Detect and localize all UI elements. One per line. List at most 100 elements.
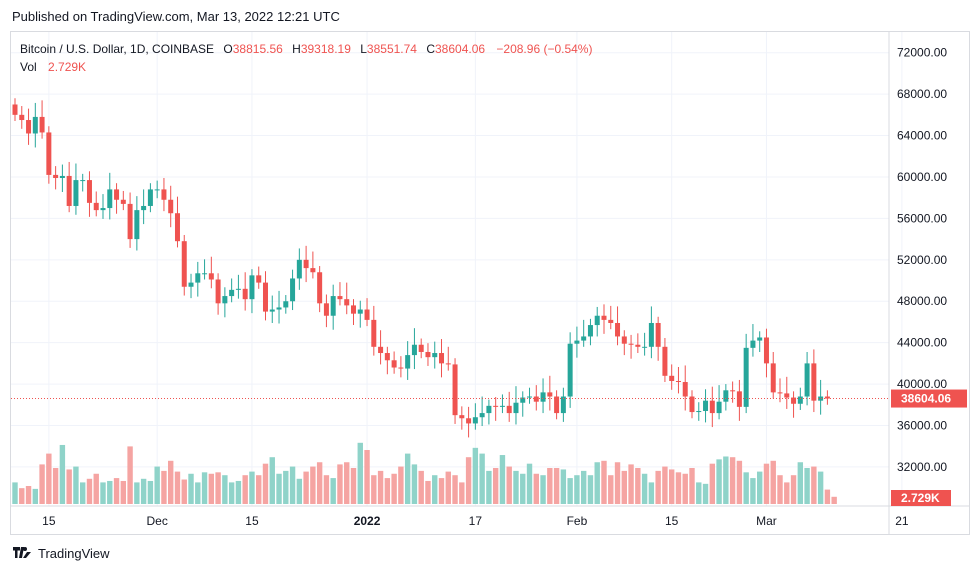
volume-bar [107,480,113,504]
last-price-label: 38604.06 [901,392,951,406]
candle-body [127,203,133,240]
volume-bar [242,475,248,504]
candle-body [520,397,526,403]
volume-value: 2.729K [48,60,87,74]
volume-row: Vol 2.729K [20,58,592,76]
volume-bar [729,457,736,504]
candle-body [791,397,797,404]
candle-body [716,401,722,414]
volume-bar [587,475,594,504]
candle-body [608,319,614,323]
volume-bar [52,468,59,504]
candle-body [229,289,235,297]
volume-bar [357,442,363,504]
candle-body [459,415,465,419]
x-tick-label: 21 [895,514,909,528]
volume-bar [283,470,289,504]
close-value: 38604.06 [435,42,486,56]
candle-body [540,392,546,402]
volume-bar [614,462,621,504]
volume-bar [391,473,397,504]
volume-bar [398,466,404,504]
volume-bar [269,457,275,504]
volume-bar [303,471,309,504]
change-value: −208.96 (−0.54%) [496,42,593,56]
candle-body [188,282,194,287]
volume-bar [296,478,303,504]
candle-body [763,337,769,364]
low-value: 38551.74 [366,42,417,56]
candle-body [405,355,411,369]
volume-bar [154,466,160,504]
last-volume-label: 2.729K [901,491,940,505]
volume-bar [425,480,431,504]
volume-bar [689,468,695,504]
x-tick-label: 15 [245,514,259,528]
candle-body [32,116,38,134]
candle-body [120,199,126,204]
volume-bar [371,475,377,504]
candle-body [80,180,86,182]
candle-body [66,175,72,206]
candle-body [290,278,296,302]
candle-body [560,396,566,414]
candle-body [317,272,323,304]
candle-body [757,337,763,341]
published-caption: Published on TradingView.com, Mar 13, 20… [12,9,340,24]
candlestick-chart[interactable]: 72000.00 68000.00 64000.00 60000.00 56000.00… [11,32,969,534]
volume-bar [168,460,174,504]
volume-bar [520,473,526,504]
candle-body [351,305,356,314]
candle-body [59,175,65,179]
candle-body [601,315,607,320]
candle-body [662,346,668,376]
candle-body [648,322,654,347]
volume-bar [310,466,316,504]
volume-bar [289,466,296,504]
candle-body [26,120,32,134]
volume-bar [438,478,445,504]
candle-body [574,340,580,344]
volume-bar [19,488,25,504]
candle-body [432,353,438,358]
volume-bar [533,473,539,504]
candle-body [398,367,404,369]
last-volume-tag [891,490,951,506]
volume-bar [486,470,492,504]
volume-bar [736,460,743,504]
volume-bar [567,478,573,504]
y-tick-label: 68000.00 [897,87,947,101]
candle-body [703,400,709,412]
volume-bar [824,489,831,504]
volume-bar [513,470,519,504]
candle-body [256,275,262,283]
high-value: 39318.19 [300,42,351,56]
symbol-label[interactable]: Bitcoin / U.S. Dollar, 1D, COINBASE [20,42,215,56]
volume-bar [594,462,600,504]
candle-body [533,396,539,402]
candle-body [303,259,309,269]
volume-bar [709,463,716,504]
tradingview-logo-icon [13,546,31,558]
low-label: L [360,42,367,56]
volume-bar [120,480,127,504]
volume-bar [161,470,167,504]
volume-bar [777,475,783,504]
high-label: H [292,42,301,56]
candle-body [594,315,600,326]
candle-body [195,273,201,283]
candle-body [425,351,431,358]
footer-brand-text: TradingView [38,546,110,561]
chart-frame[interactable]: 72000.00 68000.00 64000.00 60000.00 56000.00… [10,31,970,535]
candle-body [499,405,505,407]
candle-body [222,296,228,304]
candle-body [168,199,174,214]
volume-bar [723,456,729,504]
candle-body [93,202,99,211]
volume-bar [763,463,770,504]
candle-body [296,259,302,279]
candle-body [147,189,153,206]
volume-bar [608,475,614,504]
candle-body [452,364,458,416]
candle-body [750,340,756,348]
